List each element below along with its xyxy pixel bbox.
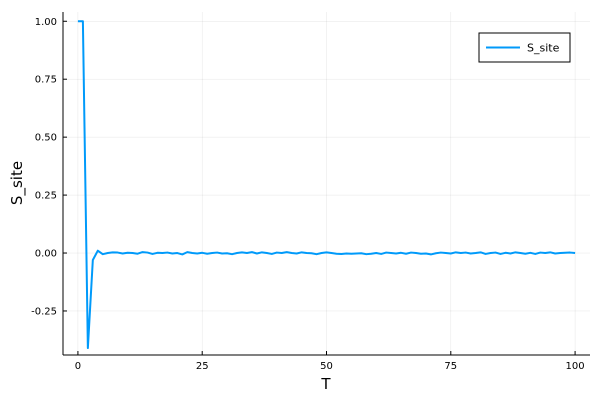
series: [77, 20, 576, 350]
grid: [63, 12, 590, 355]
x-tick-label: 25: [196, 361, 209, 372]
x-tick-label: 75: [444, 361, 457, 372]
tick-labels: 0 25 50 75 100 -0.25 0.00 0.25 0.50 0.75 1.00: [31, 17, 585, 372]
x-tick-label: 100: [566, 361, 585, 372]
x-axis-title: T: [320, 375, 331, 393]
y-tick-label: 0.50: [35, 133, 57, 144]
legend-label: S_site: [527, 42, 560, 55]
legend: S_site: [478, 32, 571, 63]
y-tick-label: 0.75: [35, 75, 57, 86]
y-tick-label: -0.25: [31, 306, 57, 317]
x-tick-label: 0: [75, 361, 81, 372]
series-line: [77, 20, 576, 350]
y-tick-label: 0.00: [35, 249, 57, 260]
axes: [62, 12, 590, 356]
y-tick-label: 0.25: [35, 191, 57, 202]
y-tick-label: 1.00: [35, 17, 57, 28]
y-axis-title: S_site: [8, 161, 27, 205]
x-tick-label: 50: [320, 361, 333, 372]
